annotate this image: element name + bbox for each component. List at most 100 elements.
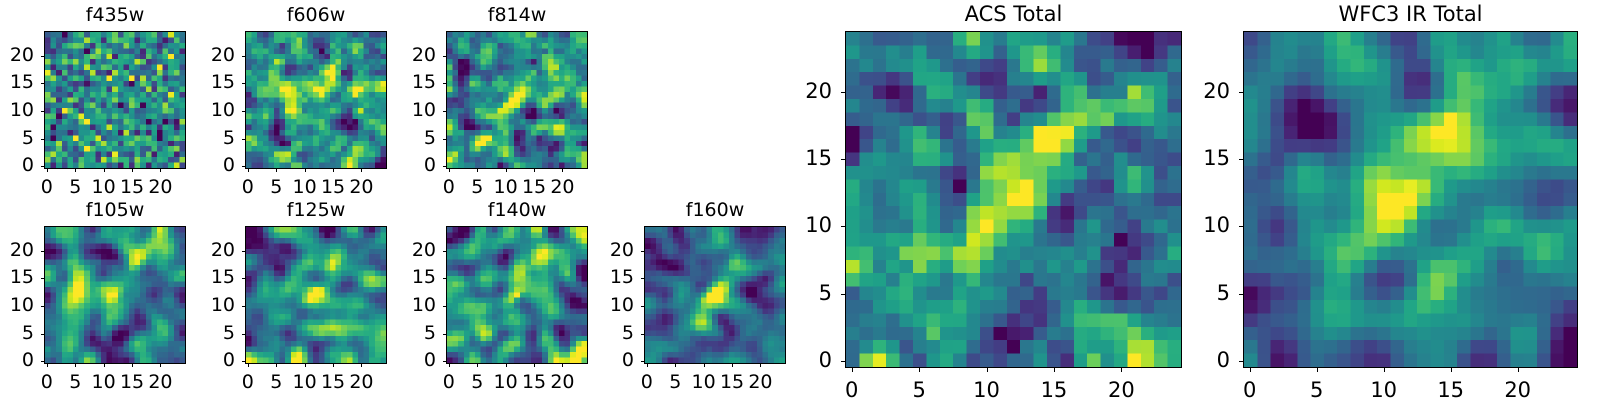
panel-title-f435w: f435w — [85, 4, 145, 26]
x-tick-label: 5 — [912, 378, 926, 402]
x-tickmark — [851, 368, 853, 372]
x-tickmark — [103, 169, 105, 172]
x-tick-label: 0 — [1243, 378, 1257, 402]
y-tickmark — [641, 361, 644, 363]
y-tick-label: 10 — [609, 294, 634, 317]
y-tick-label: 0 — [423, 349, 436, 372]
y-tickmark — [841, 159, 845, 161]
y-tickmark — [1239, 226, 1243, 228]
panel-title-f160w: f160w — [685, 199, 745, 221]
x-tickmark — [448, 364, 450, 367]
heatmap-axes-f160w[interactable] — [644, 226, 786, 364]
heatmap-image-wfc3-ir-total — [1244, 32, 1577, 367]
heatmap-axes-f606w[interactable] — [245, 31, 387, 169]
y-tickmark — [443, 166, 446, 168]
x-tick-label: 15 — [119, 176, 145, 198]
heatmap-axes-wfc3-ir-total[interactable] — [1243, 31, 1578, 368]
x-tickmark — [1517, 368, 1519, 372]
y-tickmark — [443, 83, 446, 85]
y-tickmark — [41, 55, 44, 57]
panel-title-f140w: f140w — [487, 199, 547, 221]
x-tickmark — [1053, 368, 1055, 372]
heatmap-axes-acs-total[interactable] — [845, 31, 1182, 368]
y-tickmark — [242, 250, 245, 252]
y-tick-label: 20 — [9, 43, 34, 66]
x-tickmark — [534, 169, 536, 172]
y-tick-label: 10 — [411, 294, 436, 317]
y-tick-label: 10 — [210, 294, 235, 317]
y-tickmark — [443, 278, 446, 280]
x-tick-label: 15 — [320, 176, 346, 198]
y-tickmark — [41, 83, 44, 85]
heatmap-axes-f814w[interactable] — [446, 31, 588, 169]
x-tickmark — [477, 169, 479, 172]
y-tick-label: 15 — [9, 266, 34, 289]
heatmap-axes-f105w[interactable] — [44, 226, 186, 364]
y-tickmark — [41, 278, 44, 280]
y-tickmark — [641, 278, 644, 280]
x-tickmark — [132, 169, 134, 172]
panel-title-f606w: f606w — [286, 4, 346, 26]
y-tick-label: 5 — [21, 126, 34, 149]
y-tick-label: 5 — [222, 126, 235, 149]
y-tickmark — [242, 138, 245, 140]
y-tick-label: 20 — [9, 238, 34, 261]
y-tick-label: 10 — [1203, 213, 1230, 238]
x-tick-label: 15 — [521, 371, 547, 393]
y-tick-label: 20 — [805, 78, 832, 103]
x-tick-label: 15 — [719, 371, 745, 393]
x-tick-label: 0 — [40, 371, 53, 393]
y-tick-label: 0 — [21, 349, 34, 372]
x-tickmark — [46, 364, 48, 367]
x-tickmark — [675, 364, 677, 367]
x-tick-label: 10 — [91, 176, 116, 198]
y-tick-label: 15 — [9, 71, 34, 94]
x-tickmark — [361, 169, 363, 172]
x-tick-label: 0 — [640, 371, 653, 393]
y-tick-label: 0 — [621, 349, 634, 372]
x-tick-label: 10 — [292, 371, 317, 393]
y-tick-label: 5 — [621, 321, 634, 344]
heatmap-image-f105w — [45, 227, 185, 363]
y-tickmark — [41, 166, 44, 168]
y-tick-label: 0 — [818, 348, 832, 373]
y-tick-label: 0 — [222, 154, 235, 177]
heatmap-axes-f125w[interactable] — [245, 226, 387, 364]
x-tickmark — [1383, 368, 1385, 372]
heatmap-axes-f140w[interactable] — [446, 226, 588, 364]
x-tickmark — [276, 364, 278, 367]
heatmap-image-f140w — [447, 227, 587, 363]
y-tickmark — [242, 83, 245, 85]
y-tickmark — [41, 138, 44, 140]
x-tick-label: 5 — [471, 371, 484, 393]
x-tickmark — [103, 364, 105, 367]
x-tick-label: 0 — [40, 176, 53, 198]
x-tick-label: 5 — [270, 371, 283, 393]
heatmap-image-f435w — [45, 32, 185, 168]
y-tick-label: 20 — [1203, 78, 1230, 103]
x-tickmark — [986, 368, 988, 372]
x-tick-label: 10 — [691, 371, 716, 393]
x-tick-label: 10 — [1370, 378, 1398, 402]
x-tickmark — [646, 364, 648, 367]
heatmap-image-f606w — [246, 32, 386, 168]
x-tickmark — [247, 169, 249, 172]
x-tick-label: 10 — [91, 371, 116, 393]
heatmap-axes-f435w[interactable] — [44, 31, 186, 169]
x-tick-label: 20 — [748, 371, 773, 393]
x-tickmark — [1316, 368, 1318, 372]
y-tick-label: 20 — [411, 238, 436, 261]
y-tick-label: 15 — [1203, 146, 1230, 171]
x-tick-label: 20 — [349, 176, 374, 198]
y-tick-label: 5 — [818, 280, 832, 305]
x-tickmark — [1249, 368, 1251, 372]
x-tickmark — [760, 364, 762, 367]
y-tickmark — [641, 250, 644, 252]
x-tick-label: 15 — [119, 371, 145, 393]
x-tickmark — [562, 364, 564, 367]
y-tick-label: 10 — [805, 213, 832, 238]
y-tick-label: 15 — [609, 266, 634, 289]
